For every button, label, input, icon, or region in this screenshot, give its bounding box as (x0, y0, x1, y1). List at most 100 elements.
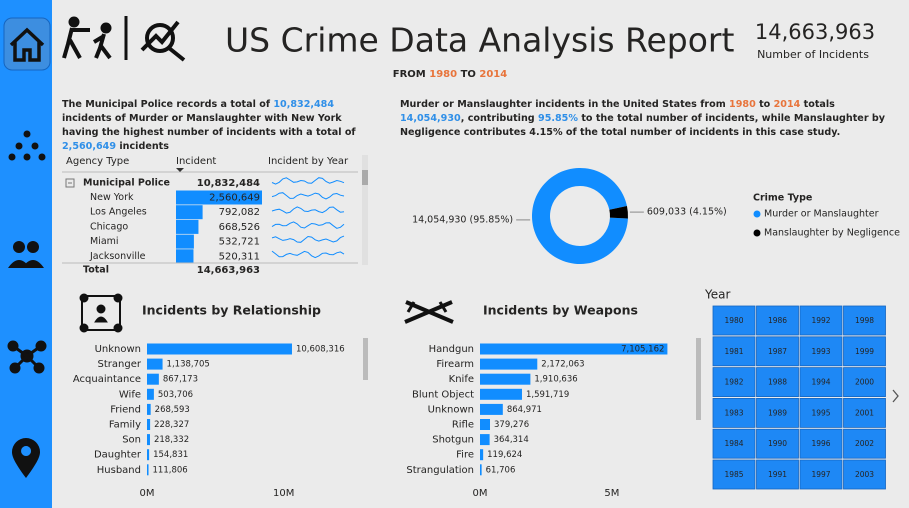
value-label: 867,173 (163, 375, 198, 385)
category-label: Rifle (452, 420, 474, 431)
x-tick-label: 5M (604, 488, 619, 499)
year-button[interactable] (799, 305, 843, 336)
incident-value: 532,721 (219, 237, 260, 248)
sparkline (271, 177, 345, 185)
year-button[interactable] (756, 459, 799, 490)
sparkline (271, 250, 345, 259)
value-label: 503,706 (158, 390, 193, 400)
bar (480, 373, 531, 385)
year-button[interactable] (843, 305, 886, 336)
to-label: TO (461, 69, 476, 80)
year-button[interactable] (799, 459, 843, 490)
donut-slice (532, 167, 628, 264)
value-label: 10,608,316 (296, 345, 345, 355)
summary-text: 95.85% (538, 113, 578, 124)
year-button[interactable] (799, 367, 843, 398)
relationship-icon (79, 293, 123, 333)
year-label: 1980 (724, 316, 743, 325)
bar (480, 419, 491, 430)
year-button[interactable] (756, 305, 799, 336)
users-icon[interactable] (8, 241, 44, 268)
year-button[interactable] (799, 336, 843, 367)
category-label: Fire (456, 450, 474, 461)
year-label: 1987 (768, 347, 787, 356)
year-button[interactable] (712, 459, 756, 490)
value-label: 1,591,719 (526, 390, 569, 400)
year-button[interactable] (799, 428, 843, 459)
incident-value: 668,526 (219, 222, 260, 233)
category-label: Family (109, 420, 141, 431)
bar (147, 449, 150, 461)
value-label: 61,706 (486, 465, 516, 475)
bar (147, 464, 149, 476)
next-page[interactable] (892, 389, 899, 403)
year-label: 1994 (811, 378, 830, 387)
table-scrollbar[interactable] (362, 155, 368, 265)
summary-text: incidents (116, 141, 169, 152)
category-label: Husband (97, 465, 141, 476)
weapons-scrollbar[interactable] (696, 338, 701, 420)
summary-text: totals (800, 99, 835, 110)
agency-name: Los Angeles (90, 207, 147, 218)
bar (480, 449, 484, 461)
table-scroll-thumb[interactable] (362, 170, 368, 185)
legend-swatch (753, 229, 761, 237)
year-button[interactable] (843, 459, 886, 490)
bar (480, 388, 522, 400)
group-name: Municipal Police (83, 178, 170, 189)
people-icon[interactable] (8, 130, 46, 161)
sparkline (271, 206, 345, 214)
year-button[interactable] (712, 336, 756, 367)
relationship-scrollbar[interactable] (363, 338, 368, 380)
data-bar (176, 205, 203, 220)
x-tick-label: 0M (140, 488, 155, 499)
legend-title: Crime Type (753, 193, 812, 204)
year-button[interactable] (712, 367, 756, 398)
slicer-title: Year (704, 288, 730, 302)
incident-value: 2,560,649 (209, 193, 260, 204)
year-label: 2001 (855, 408, 874, 417)
bar (147, 434, 150, 446)
year-button[interactable] (712, 428, 756, 459)
year-button[interactable] (756, 367, 799, 398)
year-label: 1985 (724, 470, 743, 479)
location-icon[interactable] (12, 438, 40, 478)
year-button[interactable] (843, 367, 886, 398)
kpi-label: Number of Incidents (757, 48, 869, 61)
year-label: 1992 (811, 316, 830, 325)
summary-text: Murder or Manslaughter incidents in the … (400, 99, 730, 110)
year-button[interactable] (843, 397, 886, 428)
year-button[interactable] (843, 428, 886, 459)
year-label: 1991 (768, 470, 787, 479)
year-button[interactable] (756, 428, 799, 459)
bar (147, 419, 151, 430)
bar (480, 358, 538, 370)
category-label: Handgun (429, 344, 474, 355)
donut-slice (609, 206, 628, 219)
collapse-button[interactable] (65, 178, 75, 188)
year-label: 2003 (855, 470, 874, 479)
year-button[interactable] (712, 305, 756, 336)
category-label: Strangulation (406, 465, 474, 476)
summary-text: 1980 (729, 99, 756, 110)
year-button[interactable] (799, 397, 843, 428)
year-button[interactable] (756, 336, 799, 367)
value-label: 119,624 (487, 450, 522, 460)
incident-value: 520,311 (219, 251, 260, 262)
year-button[interactable] (843, 336, 886, 367)
year-button[interactable] (756, 397, 799, 428)
bar (147, 403, 151, 415)
agency-name: Miami (90, 236, 119, 247)
legend-label: Manslaughter by Negligence (764, 228, 900, 239)
bar (147, 358, 163, 370)
summary-text: 2014 (773, 99, 801, 110)
network-icon[interactable] (7, 340, 47, 374)
value-label: 218,332 (154, 435, 189, 445)
year-button[interactable] (712, 397, 756, 428)
column-header: Agency Type (66, 156, 129, 167)
category-label: Wife (119, 389, 141, 400)
summary-right: Murder or Manslaughter incidents in the … (400, 98, 895, 140)
summary-left: The Municipal Police records a total of … (62, 98, 372, 154)
year-label: 1982 (724, 378, 743, 387)
weapons-icon (404, 300, 454, 324)
